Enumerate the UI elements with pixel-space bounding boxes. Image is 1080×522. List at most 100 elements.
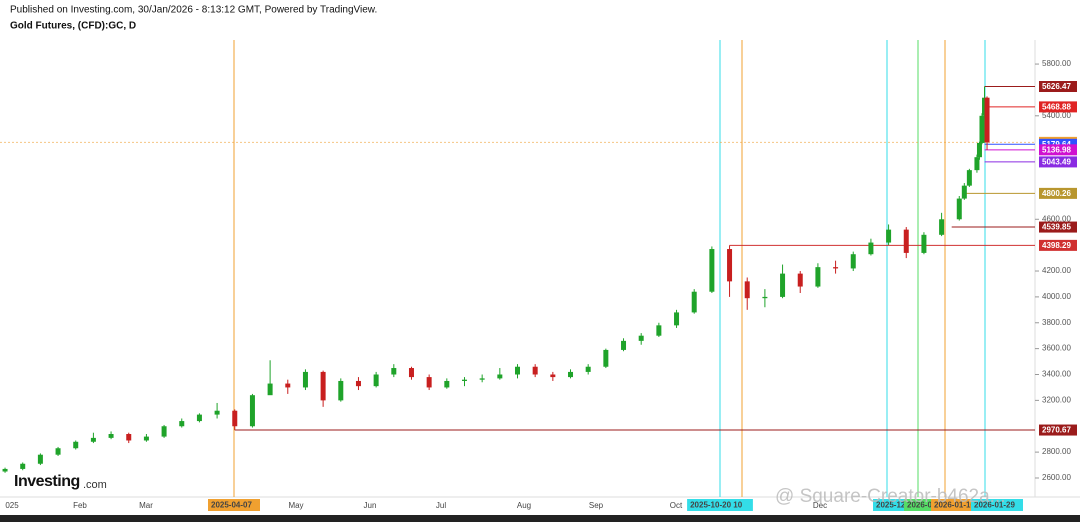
logo-suffix: .com (83, 479, 107, 491)
price-label: 4398.29 (1042, 241, 1071, 250)
candle-body (709, 249, 715, 292)
y-tick-label: 3400.00 (1042, 370, 1071, 379)
candle-body (37, 454, 43, 464)
x-tick-label: Oct (670, 501, 683, 510)
y-tick-label: 3800.00 (1042, 318, 1071, 327)
price-label-box (1039, 144, 1077, 156)
candle-body (515, 366, 520, 375)
marker-label: 2025-04-07 (211, 501, 252, 510)
price-label: 2970.67 (1042, 426, 1071, 435)
x-tick-label: Dec (813, 501, 827, 510)
candle-body (426, 377, 432, 388)
marker-label-box (971, 499, 1023, 511)
bottom-bar (0, 515, 1080, 522)
candle-body (55, 448, 61, 455)
candle-body (391, 368, 397, 375)
x-tick-label: 025 (5, 501, 19, 510)
candle-body (961, 185, 967, 199)
candle-body (815, 267, 821, 287)
candle-body (762, 296, 768, 299)
candle-body (214, 410, 220, 415)
candle-body (2, 468, 8, 472)
candle-body (850, 254, 856, 269)
price-label-box (1039, 156, 1077, 168)
candle-body (126, 434, 132, 441)
candle-body (285, 383, 291, 388)
candle-body (302, 371, 308, 388)
chart-title: Gold Futures, (CFD):GC, D (10, 21, 136, 32)
logo: Investing (14, 473, 80, 490)
price-label: 5468.88 (1042, 102, 1071, 111)
candle-body (974, 157, 980, 171)
x-tick-label: Feb (73, 501, 87, 510)
candle-body (868, 242, 874, 255)
marker-label: 2026-01-16 (934, 501, 975, 510)
candle-body (976, 142, 982, 158)
candle-body (727, 249, 733, 282)
y-tick-label: 5400.00 (1042, 111, 1071, 120)
candle-body (320, 371, 326, 401)
price-label-box (1039, 239, 1077, 251)
candle-body (886, 229, 892, 243)
watermark: @ Square-Creator-b462a... (775, 486, 1006, 507)
candle-body (966, 170, 972, 186)
candle-body (497, 374, 503, 379)
price-label-box (1039, 221, 1077, 233)
candle-body (20, 463, 26, 469)
x-tick-label: Jul (436, 501, 446, 510)
candle-body (780, 273, 786, 297)
x-tick-label: Sep (589, 501, 604, 510)
candle-body (744, 281, 750, 299)
plot: 2600.00 2800.00 3200.00 3400.00 3600.00 3800.… (0, 40, 1071, 511)
candle-body (338, 380, 344, 401)
candle-body (979, 115, 985, 143)
price-label: 5043.49 (1042, 158, 1071, 167)
marker-label-box (687, 499, 753, 511)
candle-body (939, 219, 945, 235)
x-tick-label: May (288, 501, 303, 510)
candle-body (656, 325, 662, 336)
candle-body (550, 374, 556, 378)
candle-body (143, 436, 149, 441)
marker-label: 2025-12 (876, 501, 906, 510)
subtitle: Published on Investing.com, 30/Jan/2026 … (10, 5, 377, 16)
marker-label: 2025-10-20 10 (690, 501, 743, 510)
candle-body (903, 229, 909, 253)
candle-body (982, 97, 988, 116)
y-tick-label: 3200.00 (1042, 395, 1071, 404)
candle-body (603, 349, 609, 367)
candle-body (621, 340, 627, 350)
price-label-box (1039, 424, 1077, 436)
candle-body (568, 371, 574, 378)
candle-body (90, 437, 96, 442)
candle-body (638, 335, 644, 341)
candle-body (956, 198, 962, 220)
y-tick-label: 4200.00 (1042, 266, 1071, 275)
x-tick-label: Mar (139, 501, 153, 510)
marker-label-box (208, 499, 260, 511)
candle-body (461, 379, 467, 381)
candle-body (73, 441, 79, 449)
candle-body (674, 312, 680, 326)
y-tick-label: 4600.00 (1042, 214, 1071, 223)
candle-body (179, 421, 185, 427)
candle-body (984, 97, 990, 143)
x-tick-label: Jun (364, 501, 377, 510)
candle-body (532, 366, 538, 375)
marker-label-box (873, 499, 912, 511)
price-label-box (1039, 81, 1077, 93)
marker-label: 2026-01-29 (974, 501, 1015, 510)
price-label: 4800.26 (1042, 189, 1071, 198)
candle-body (373, 374, 379, 387)
price-label-box (1039, 187, 1077, 199)
candle-body (444, 380, 450, 388)
candle-body (921, 234, 927, 253)
marker-label-box (931, 499, 983, 511)
candle-body (196, 414, 202, 422)
candle-body (249, 395, 255, 427)
y-tick-label: 5800.00 (1042, 59, 1071, 68)
candle-body (267, 383, 273, 396)
